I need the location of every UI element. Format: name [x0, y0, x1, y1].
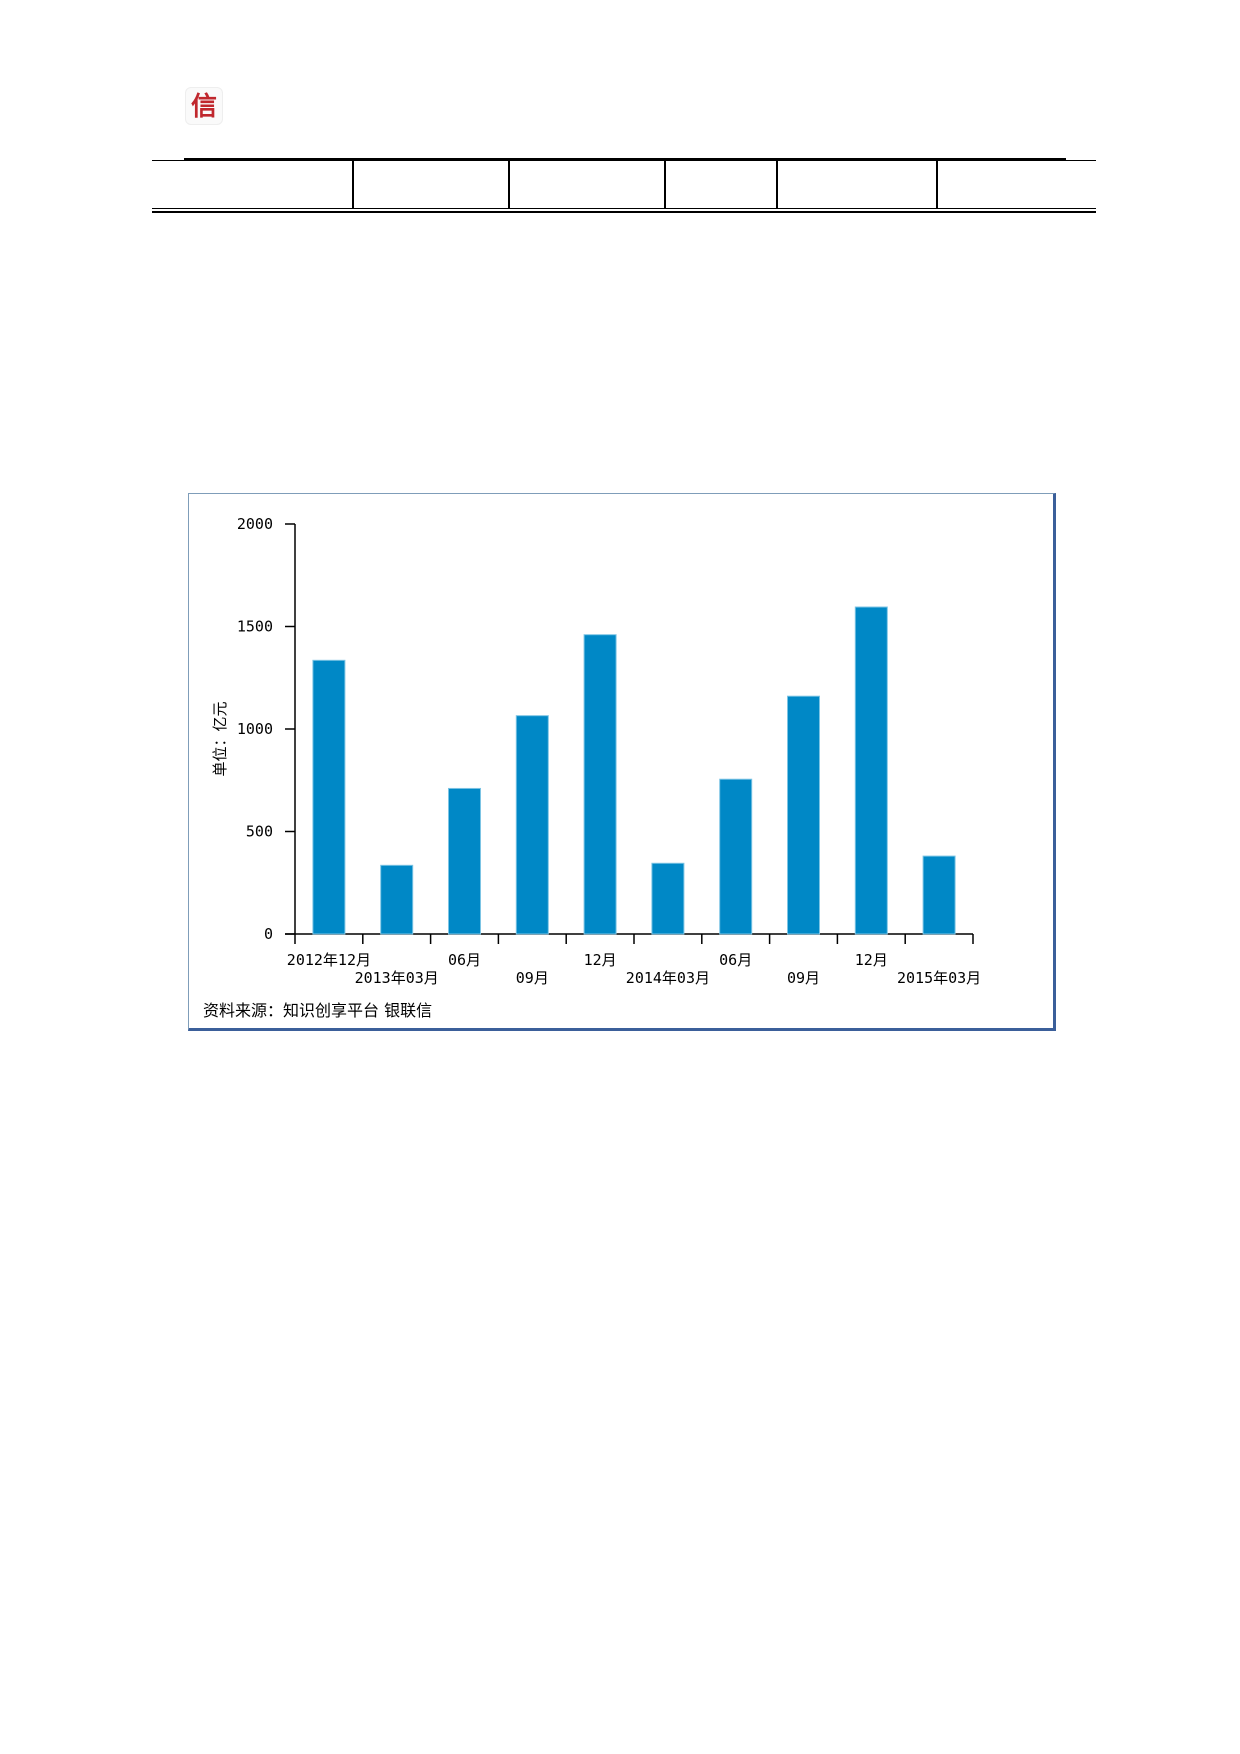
y-tick-label: 1500 [237, 618, 273, 636]
x-tick-label: 2012年12月 [287, 951, 371, 969]
chart-frame: 0 500 1000 1500 2000 单位：亿元 2012年12月 2013年03月 06月… [188, 493, 1056, 1031]
y-tick-label: 0 [264, 925, 273, 943]
x-tick-label: 2015年03月 [897, 969, 981, 987]
y-tick-label: 1000 [237, 720, 273, 738]
logo-glyph: 信 [191, 92, 217, 122]
source-note: 资料来源：知识创享平台 银联信 [203, 1001, 433, 1020]
header-cell-divider [508, 161, 510, 208]
bar [448, 787, 481, 935]
y-tick-label: 500 [246, 823, 273, 841]
header-table [152, 158, 1096, 213]
y-axis-label: 单位：亿元 [211, 701, 229, 776]
bar [583, 634, 617, 935]
header-top-rule [184, 158, 1066, 160]
header-cell-divider [664, 161, 666, 208]
x-tick-label: 09月 [516, 969, 549, 987]
x-tick-label: 06月 [448, 951, 481, 969]
bar [651, 862, 685, 935]
x-tick-label: 06月 [719, 951, 752, 969]
bar [380, 864, 414, 935]
logo: 信 [185, 87, 223, 125]
bar [719, 778, 753, 935]
header-cell-divider [352, 161, 354, 208]
logo-icon: 信 [191, 92, 217, 122]
header-cell-divider [936, 161, 938, 208]
x-tick-label: 12月 [584, 951, 617, 969]
bar [854, 606, 888, 935]
bar [312, 659, 346, 935]
bar [515, 715, 549, 935]
header-top-rule-thin [152, 160, 1096, 161]
x-tick-label: 12月 [855, 951, 888, 969]
x-tick-label: 09月 [787, 969, 820, 987]
y-tick-label: 2000 [237, 515, 273, 533]
header-bottom-rule-thin [152, 208, 1096, 209]
x-tick-label: 2014年03月 [626, 969, 710, 987]
bar [922, 855, 956, 935]
x-tick-label: 2013年03月 [355, 969, 439, 987]
header-cell-divider [776, 161, 778, 208]
bar [787, 695, 820, 935]
header-bottom-rule [152, 211, 1096, 213]
